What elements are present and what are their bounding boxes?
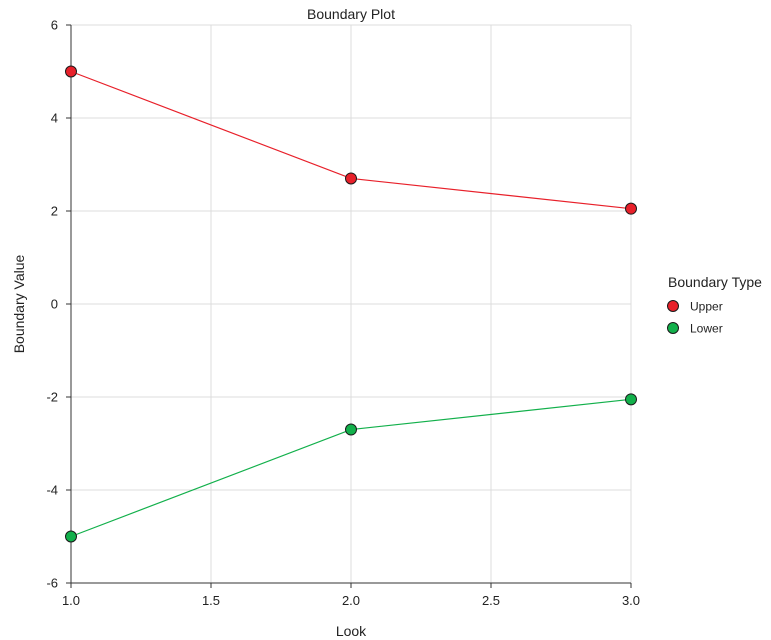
series-layer [65, 65, 637, 543]
y-tick-label: 6 [51, 18, 58, 33]
y-tick-label: 0 [51, 297, 58, 312]
x-tick-label: 1.5 [202, 593, 220, 608]
data-point-lower [65, 530, 77, 543]
legend: Boundary Type Upper Lower [667, 274, 762, 336]
chart-title: Boundary Plot [307, 6, 395, 22]
y-tick-label: -2 [46, 390, 58, 405]
y-axis-title: Boundary Value [11, 254, 27, 353]
y-tick-label: 2 [51, 204, 58, 219]
legend-label-upper: Upper [690, 300, 723, 314]
y-tick-label: 4 [51, 111, 58, 126]
y-tick-label: -4 [46, 483, 58, 498]
legend-marker-lower [667, 322, 679, 334]
y-tick-label: -6 [46, 576, 58, 591]
x-tick-label: 2.5 [482, 593, 500, 608]
data-point-upper [625, 202, 637, 215]
legend-title: Boundary Type [668, 274, 762, 290]
axes: 1.0 1.5 2.0 2.5 3.0 -6 -4 -2 0 2 4 6 [46, 18, 640, 609]
data-point-lower [345, 423, 357, 436]
grid [70, 24, 632, 584]
legend-label-lower: Lower [690, 322, 723, 336]
x-axis-title: Look [336, 623, 367, 639]
x-tick-label: 2.0 [342, 593, 360, 608]
legend-marker-upper [667, 300, 679, 312]
data-point-lower [625, 393, 637, 406]
data-point-upper [65, 65, 77, 78]
x-tick-label: 3.0 [622, 593, 640, 608]
x-tick-label: 1.0 [62, 593, 80, 608]
data-point-upper [345, 172, 357, 185]
